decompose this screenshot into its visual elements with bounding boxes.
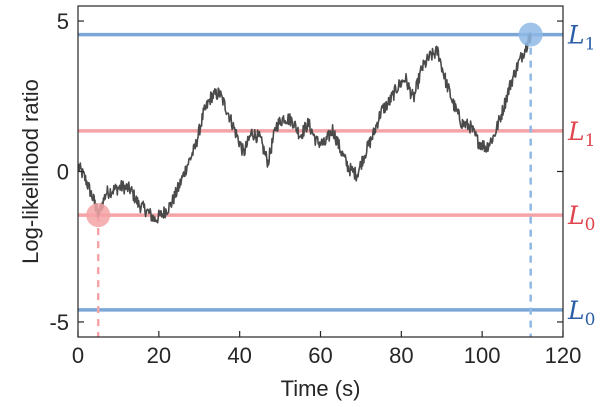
x-tick-label: 0 xyxy=(72,343,84,368)
threshold-labels: L1 L1 L0 L0 xyxy=(567,21,595,330)
x-tick-label: 20 xyxy=(147,343,171,368)
x-tick-label: 100 xyxy=(464,343,501,368)
y-tick-label: -5 xyxy=(49,310,69,335)
decision-markers xyxy=(86,23,542,228)
threshold-label: L0 xyxy=(567,296,595,330)
series-line-0 xyxy=(78,33,531,223)
x-axis-title: Time (s) xyxy=(281,376,361,401)
y-axis-title: Log-likelihood ratio xyxy=(18,79,43,264)
decision-marker-1 xyxy=(519,23,543,47)
decision-marker-0 xyxy=(86,203,110,227)
threshold-label: L1 xyxy=(567,21,595,55)
threshold-label: L1 xyxy=(567,117,595,151)
llr-series xyxy=(78,33,531,223)
decision-drop-lines xyxy=(98,35,530,337)
x-tick-label: 60 xyxy=(308,343,332,368)
y-tick-label: 5 xyxy=(57,9,69,34)
plot-frame xyxy=(78,6,563,337)
x-tick-label: 120 xyxy=(545,343,582,368)
threshold-label-subscript: 0 xyxy=(585,215,596,235)
y-tick-label: 0 xyxy=(57,160,69,185)
threshold-label-subscript: 1 xyxy=(585,35,596,55)
x-tick-label: 40 xyxy=(227,343,251,368)
threshold-lines xyxy=(78,35,563,310)
threshold-label: L0 xyxy=(567,201,595,235)
threshold-label-subscript: 1 xyxy=(585,131,596,151)
x-tick-label: 80 xyxy=(389,343,413,368)
threshold-label-subscript: 0 xyxy=(585,310,596,330)
